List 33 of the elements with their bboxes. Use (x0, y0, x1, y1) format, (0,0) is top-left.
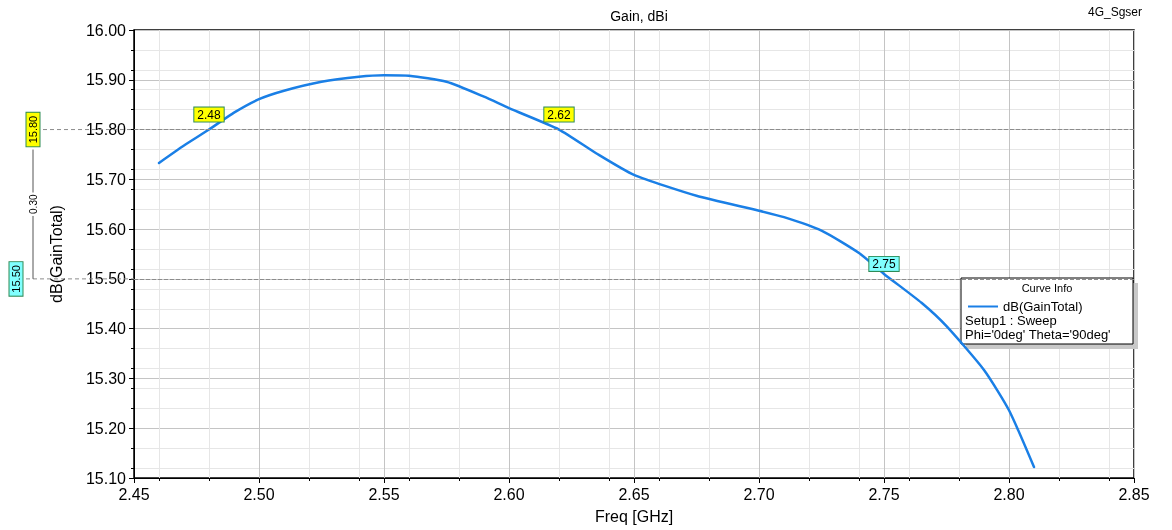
x-tick-label: 2.55 (368, 485, 400, 503)
annotation: 2.48 (197, 107, 221, 122)
annotation: Phi='0deg' Theta='90deg' (965, 327, 1111, 342)
y-tick-label: 15.60 (85, 220, 127, 238)
chart-title: Gain, dBi (610, 8, 668, 24)
x-tick-label: 2.75 (868, 485, 900, 503)
ref-line-label: 15.80 (27, 115, 39, 144)
x-tick-label: 2.70 (743, 485, 775, 503)
x-tick-label: 2.80 (993, 485, 1025, 503)
x-tick-label: 2.60 (493, 485, 525, 503)
ref-line-label: 15.50 (10, 265, 22, 293)
y-tick-label: 15.90 (85, 71, 127, 89)
text: 4G_Sgser (1087, 5, 1142, 19)
y-tick-label: 15.20 (85, 419, 127, 437)
annotation: 2.62 (547, 107, 571, 122)
legend-title: Curve Info (1021, 281, 1073, 294)
y-axis-title: dB(GainTotal) (47, 205, 65, 303)
annotation: Setup1 : Sweep (965, 313, 1057, 328)
x-tick-label: 2.85 (1118, 485, 1150, 503)
y-tick-label: 15.10 (85, 469, 127, 487)
y-tick-label: 15.30 (85, 369, 127, 387)
y-tick-label: 15.70 (85, 170, 127, 188)
legend-label: dB(GainTotal) (1003, 299, 1083, 314)
x-axis-title: Freq [GHz] (594, 507, 674, 525)
y-tick-label: 15.50 (85, 270, 127, 288)
x-tick-label: 2.45 (118, 485, 150, 503)
x-tick-label: 2.50 (243, 485, 275, 503)
y-tick-label: 15.80 (85, 121, 127, 139)
y-tick-label: 15.40 (85, 320, 127, 338)
text: 0.30 (27, 194, 39, 214)
annotation: 2.75 (872, 256, 896, 271)
y-tick-label: 16.00 (85, 21, 127, 39)
x-tick-label: 2.65 (618, 485, 650, 503)
